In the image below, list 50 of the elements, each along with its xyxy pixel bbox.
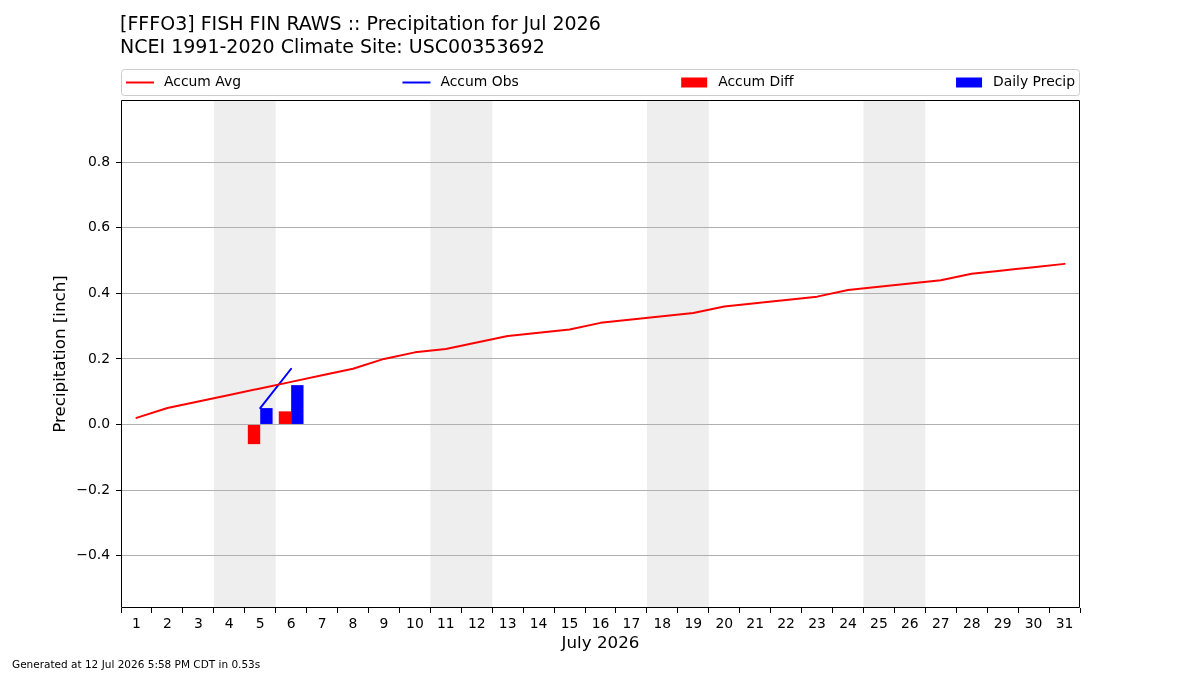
x-tick-label: 12 bbox=[467, 614, 486, 631]
x-tick-label: 14 bbox=[529, 614, 548, 631]
y-axis-title: Precipitation [inch] bbox=[49, 275, 70, 433]
legend-label: Accum Avg bbox=[164, 73, 242, 90]
x-tick-label: 22 bbox=[777, 614, 795, 631]
y-tick-label: 0.4 bbox=[87, 283, 111, 300]
y-tick-label: 0.6 bbox=[87, 218, 110, 235]
x-tick-label: 20 bbox=[715, 614, 734, 631]
legend-label: Accum Diff bbox=[718, 73, 795, 90]
x-tick-label: 1 bbox=[132, 614, 141, 631]
x-tick-label: 6 bbox=[286, 614, 296, 631]
x-tick-label: 2 bbox=[162, 614, 172, 631]
x-tick-label: 5 bbox=[255, 614, 265, 631]
bar bbox=[247, 424, 261, 445]
bar bbox=[291, 385, 304, 424]
legend-label: Daily Precip bbox=[993, 73, 1076, 90]
y-tick-label: 0.8 bbox=[87, 152, 110, 169]
x-tick-label: 28 bbox=[962, 614, 981, 631]
y-tick-label: −0.2 bbox=[76, 480, 110, 497]
x-tick-label: 10 bbox=[406, 614, 424, 631]
x-tick-label: 23 bbox=[808, 614, 826, 631]
bar bbox=[278, 411, 292, 424]
chart-subtitle: NCEI 1991-2020 Climate Site: USC00353692 bbox=[120, 35, 545, 58]
legend-label: Accum Obs bbox=[440, 73, 519, 90]
x-tick-label: 4 bbox=[224, 614, 234, 631]
x-tick-label: 11 bbox=[436, 614, 455, 631]
x-axis-title: July 2026 bbox=[560, 632, 640, 653]
x-tick-label: 16 bbox=[591, 614, 610, 631]
x-tick-label: 8 bbox=[348, 614, 358, 631]
x-tick-label: 13 bbox=[498, 614, 517, 631]
x-tick-label: 18 bbox=[653, 614, 672, 631]
x-tick-label: 27 bbox=[931, 614, 950, 631]
x-tick-label: 21 bbox=[746, 614, 765, 631]
x-tick-label: 3 bbox=[193, 614, 203, 631]
y-tick-label: −0.4 bbox=[76, 546, 111, 563]
x-tick-label: 17 bbox=[622, 614, 641, 631]
x-tick-label: 19 bbox=[684, 614, 703, 631]
x-tick-label: 25 bbox=[870, 614, 888, 631]
x-tick-label: 29 bbox=[993, 614, 1012, 631]
x-tick-label: 31 bbox=[1055, 614, 1074, 631]
x-tick-label: 26 bbox=[901, 614, 919, 631]
text: Generated at 12 Jul 2026 5:58 PM CDT in 0.53s bbox=[12, 658, 261, 671]
x-tick-label: 24 bbox=[839, 614, 857, 631]
chart-title: [FFFO3] FISH FIN RAWS :: Precipitation for Jul 2026 bbox=[120, 12, 601, 35]
x-tick-label: 7 bbox=[317, 614, 327, 631]
x-tick-label: 9 bbox=[379, 614, 389, 631]
x-tick-label: 30 bbox=[1024, 614, 1043, 631]
x-tick-label: 15 bbox=[560, 614, 579, 631]
y-tick-label: 0.0 bbox=[87, 415, 110, 432]
y-tick-label: 0.2 bbox=[87, 349, 110, 366]
